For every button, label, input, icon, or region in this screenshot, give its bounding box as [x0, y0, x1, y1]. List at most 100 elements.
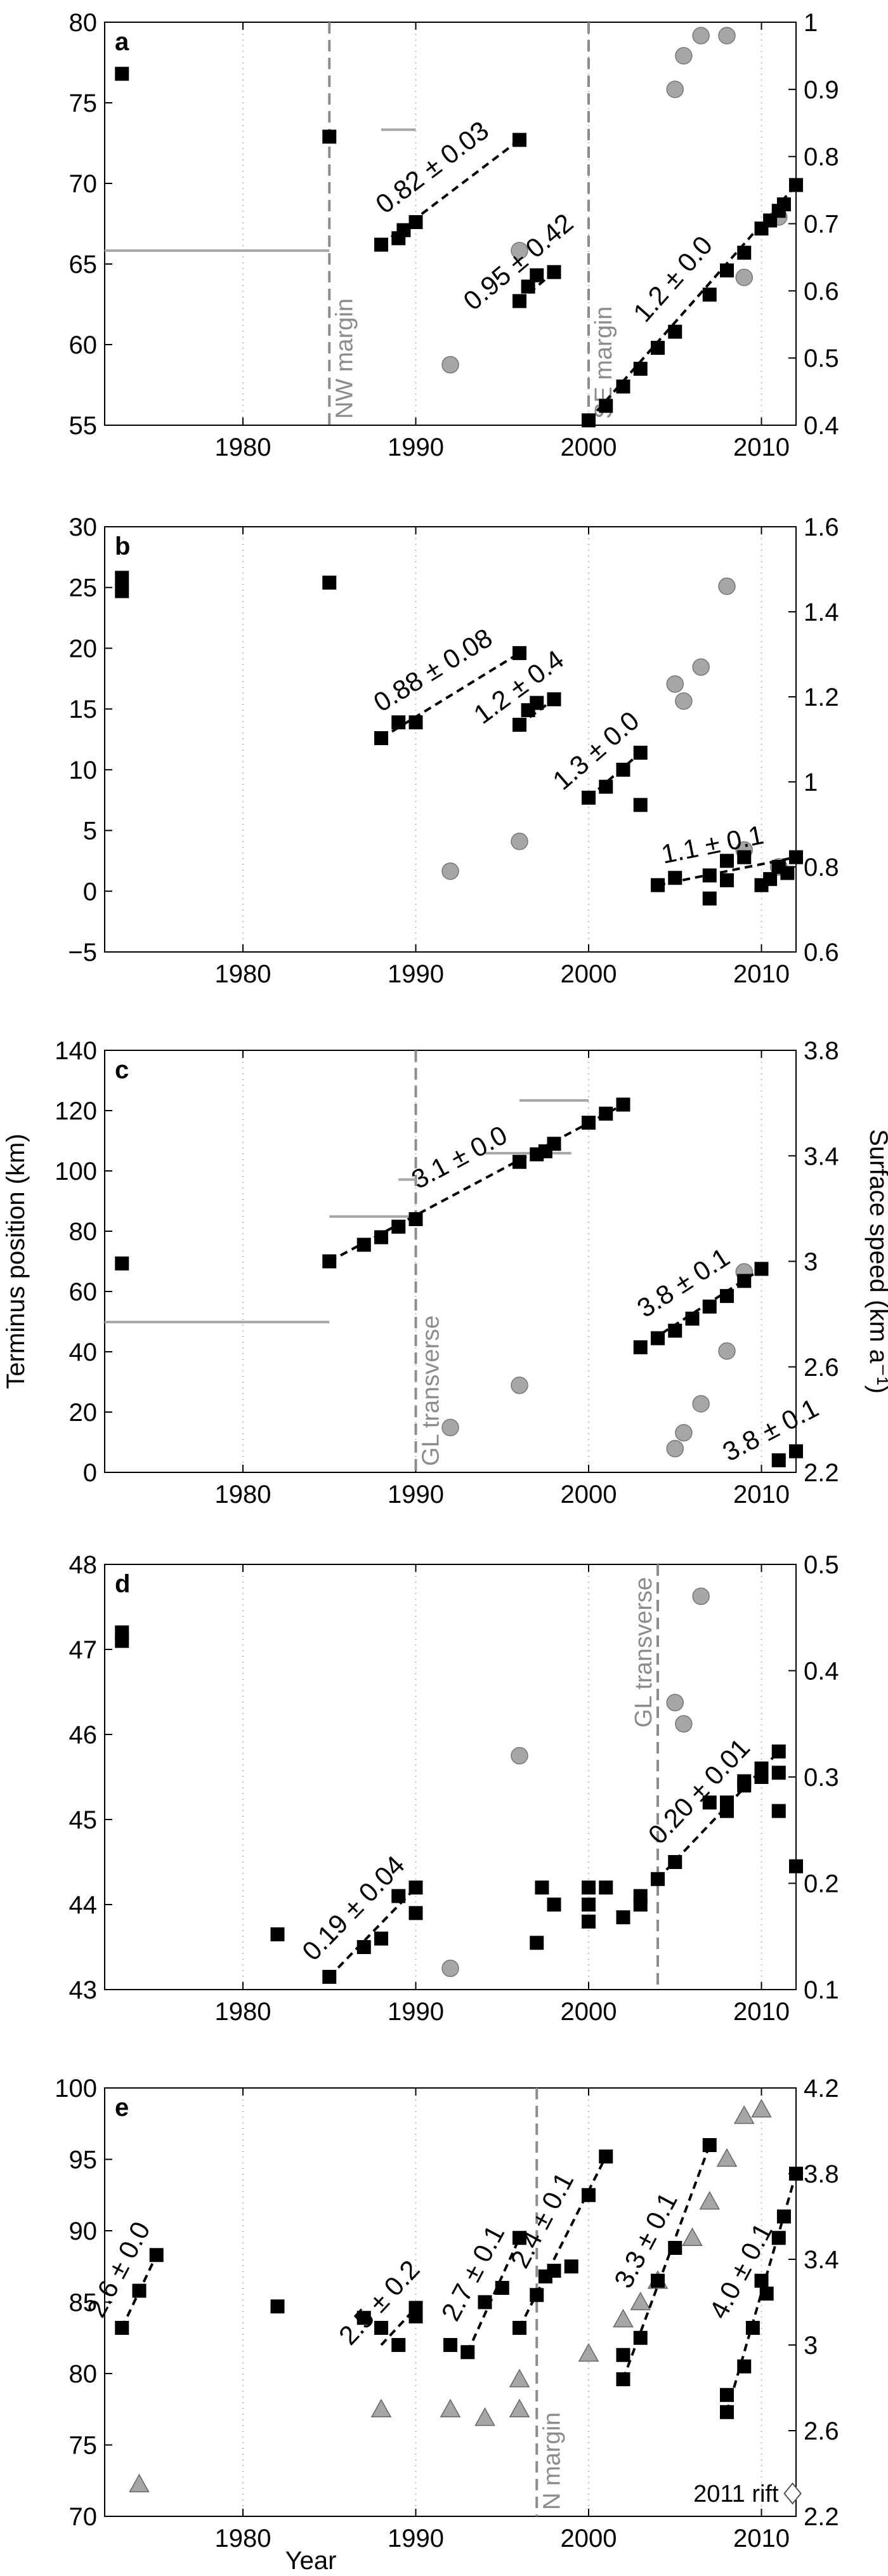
y-tick-label-right: 2.2	[804, 2503, 839, 2531]
terminus-point	[495, 2281, 509, 2295]
terminus-point	[737, 2359, 752, 2374]
terminus-point	[530, 696, 544, 710]
terminus-point	[776, 2209, 791, 2224]
terminus-point	[374, 2321, 388, 2335]
terminus-point	[789, 850, 803, 864]
y-tick-label-left: 90	[69, 2217, 98, 2245]
terminus-point	[702, 891, 717, 906]
terminus-point	[582, 1116, 596, 1130]
terminus-point	[720, 2388, 734, 2402]
terminus-point	[513, 2231, 526, 2245]
y-tick-label-left: 0	[83, 1459, 97, 1487]
y-tick-label-left: 20	[69, 1399, 98, 1427]
speed-point	[718, 1342, 736, 1360]
terminus-point	[408, 715, 423, 730]
speed-point	[511, 833, 528, 850]
speed-point	[578, 2342, 599, 2362]
terminus-point	[408, 1212, 423, 1226]
x-tick-label: 1980	[215, 960, 271, 988]
y-axis-title-left: Terminus position (km)	[2, 1133, 30, 1389]
terminus-point	[668, 1855, 682, 1869]
terminus-point	[651, 1872, 665, 1886]
y-tick-label-left: 20	[69, 635, 98, 663]
y-tick-label-right: 2.6	[804, 2417, 839, 2445]
x-tick-label: 1990	[388, 2525, 444, 2553]
y-tick-label-left: 5	[83, 817, 97, 845]
panel-d: 1980 1990 2000 2010 43 44 45 46 47 48 0.1 0.2 0.3 0.4…	[69, 1551, 839, 2026]
terminus-point	[374, 731, 388, 746]
speed-point	[718, 27, 736, 44]
fit-label: 2.7 ± 0.1	[435, 2220, 510, 2325]
terminus-point	[754, 1770, 769, 1784]
y-tick-label-left: 65	[69, 251, 98, 279]
speed-point	[474, 2407, 495, 2426]
terminus-point	[720, 1289, 734, 1304]
y-tick-label-right: 0.9	[804, 76, 839, 104]
terminus-point	[616, 1097, 630, 1112]
x-axis-title: Year	[285, 2547, 337, 2575]
terminus-point	[668, 871, 682, 885]
terminus-point	[685, 1311, 700, 1326]
panel-letter: b	[115, 532, 130, 560]
fit-label: 3.8 ± 0.1	[632, 1242, 735, 1323]
y-tick-label-left: 140	[55, 1037, 97, 1065]
y-tick-label-left: 85	[69, 2289, 98, 2317]
y-tick-label-right: 3	[804, 1248, 818, 1276]
terminus-point	[115, 571, 129, 585]
terminus-point	[132, 2283, 147, 2298]
terminus-point	[115, 67, 129, 81]
speed-point	[509, 2398, 530, 2417]
x-tick-label: 2010	[733, 2525, 790, 2553]
panel-a: 1980 1990 2000 2010 55 60 65 70 75 80 0.4 0.5 0.6 0.7…	[69, 9, 839, 461]
fit-line	[466, 2237, 521, 2353]
terminus-point	[530, 268, 544, 282]
speed-point	[692, 658, 710, 676]
terminus-point	[408, 215, 423, 229]
x-tick-label: 2000	[561, 2525, 617, 2553]
panel-e: 1980 1990 2000 2010 70 75 80 85 90 95 100 2.2 2.6 3 3.…	[55, 2075, 839, 2553]
speed-point	[675, 1423, 693, 1442]
terminus-point	[374, 1931, 388, 1946]
terminus-point	[374, 237, 388, 252]
x-tick-label: 1980	[215, 2525, 271, 2553]
y-tick-label-left: 60	[69, 1278, 98, 1306]
terminus-point	[789, 2167, 803, 2181]
y-tick-label-left: 120	[55, 1097, 97, 1125]
x-tick-label: 2000	[561, 1481, 617, 1509]
x-tick-label: 2010	[733, 433, 790, 461]
fit-label: 1.3 ± 0.0	[547, 705, 644, 795]
x-tick-label: 1990	[388, 960, 444, 988]
terminus-point	[547, 1898, 561, 1912]
y-tick-label-right: 3.8	[804, 1037, 839, 1065]
y-tick-label-left: −5	[68, 939, 97, 967]
terminus-point	[478, 2295, 492, 2309]
y-tick-label-right: 0.6	[804, 939, 839, 967]
speed-point	[370, 2398, 392, 2417]
y-tick-label-right: 0.1	[804, 1976, 839, 2004]
y-tick-label-left: 15	[69, 696, 98, 723]
y-tick-label-left: 25	[69, 574, 98, 602]
terminus-point	[322, 129, 337, 144]
y-tick-label-left: 0	[83, 878, 97, 906]
terminus-point	[633, 1340, 648, 1354]
terminus-point	[582, 790, 596, 805]
terminus-point	[737, 246, 752, 260]
speed-point	[666, 81, 684, 98]
terminus-point	[702, 868, 717, 883]
panel-b: 1980 1990 2000 2010 −5 0 5 10 15 20 25 30 0.6 0.8 1 1.2…	[68, 513, 839, 988]
terminus-point	[754, 1262, 769, 1276]
fit-label: 1.2 ± 0.0	[627, 230, 718, 327]
speed-point	[509, 2368, 530, 2388]
y-tick-label-left: 80	[69, 9, 98, 37]
terminus-point	[564, 2259, 578, 2274]
y-tick-label-left: 48	[69, 1551, 98, 1579]
y-tick-label-left: 100	[55, 2075, 97, 2103]
terminus-point	[270, 2299, 285, 2314]
speed-point	[751, 2099, 772, 2118]
y-tick-label-left: 30	[69, 513, 98, 541]
terminus-point	[763, 872, 778, 887]
speed-point	[441, 356, 459, 374]
terminus-point	[391, 2338, 406, 2352]
plot-frame	[104, 526, 797, 953]
